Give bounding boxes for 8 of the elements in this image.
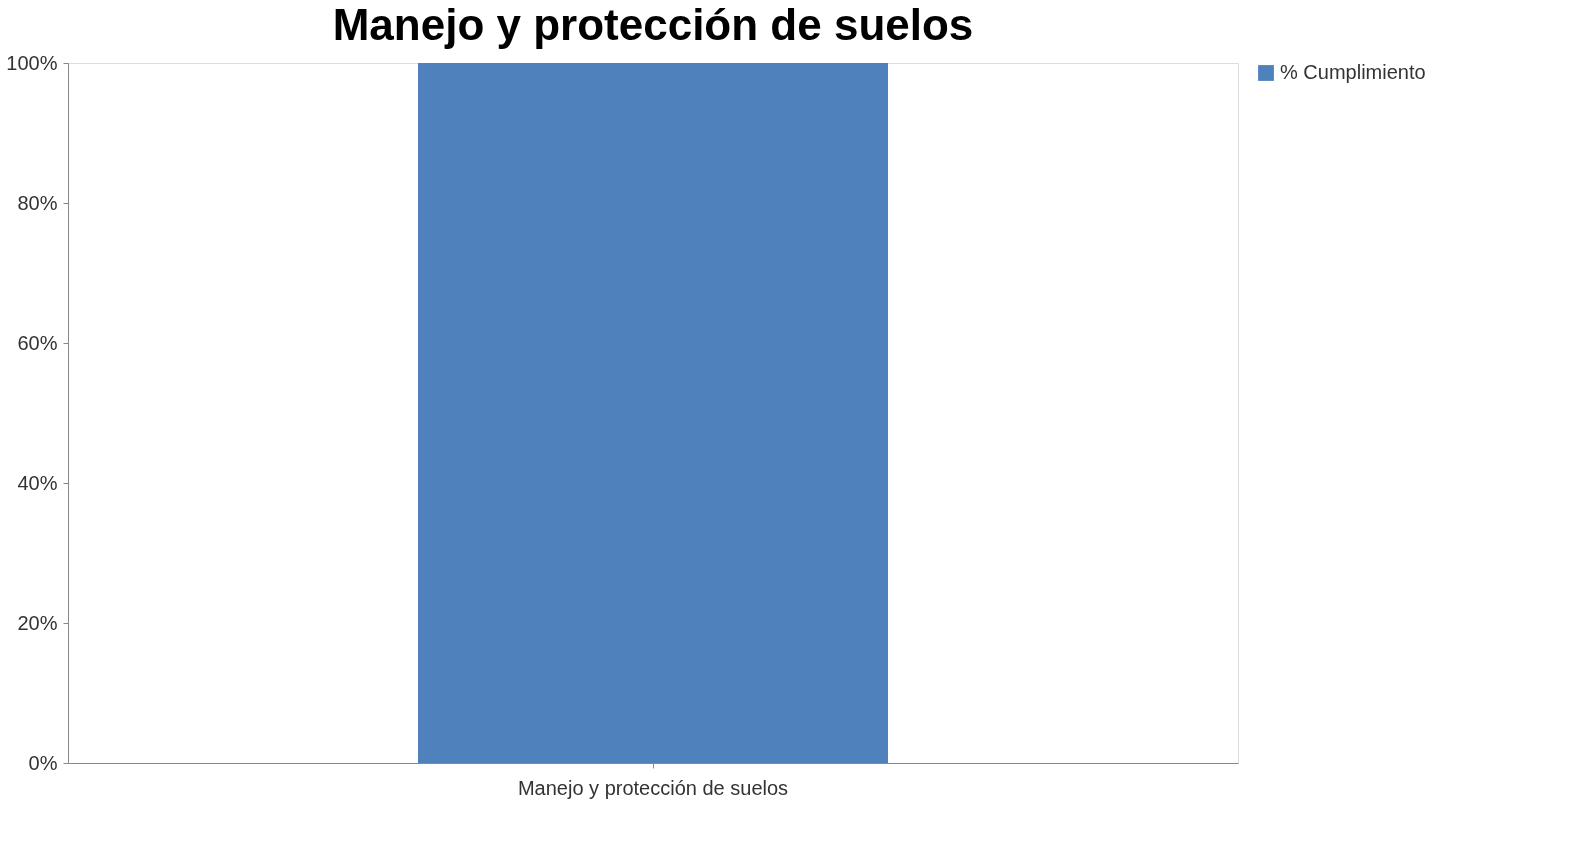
- y-tick-label: 40%: [17, 471, 58, 494]
- y-tick-label: 60%: [17, 331, 58, 354]
- y-tick-label: 80%: [17, 191, 58, 214]
- chart-title: Manejo y protección de suelos: [332, 0, 974, 49]
- y-tick-label: 20%: [17, 611, 58, 634]
- legend-label: % Cumplimiento: [1280, 61, 1426, 83]
- y-tick-label: 0%: [28, 751, 58, 774]
- y-tick-label: 100%: [6, 51, 58, 74]
